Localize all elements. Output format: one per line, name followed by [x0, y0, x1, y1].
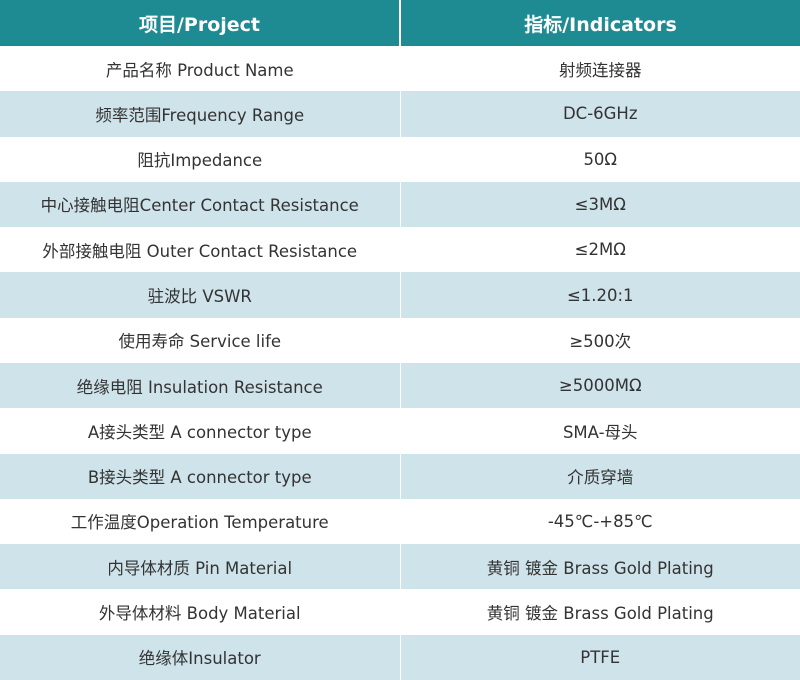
header-row: 项目/Project 指标/Indicators — [0, 0, 800, 46]
table-header: 项目/Project 指标/Indicators — [0, 0, 800, 46]
table-row: 内导体材质 Pin Material 黄铜 镀金 Brass Gold Plat… — [0, 544, 800, 590]
indicator-cell: PTFE — [400, 634, 800, 680]
project-cell: A接头类型 A connector type — [0, 408, 401, 454]
header-indicators: 指标/Indicators — [400, 0, 800, 46]
project-cell: 外导体材料 Body Material — [0, 589, 401, 635]
project-cell: 产品名称 Product Name — [0, 46, 401, 92]
indicator-cell: -45℃-+85℃ — [400, 498, 800, 545]
indicator-cell: 射频连接器 — [400, 46, 800, 92]
table-row: 绝缘体Insulator PTFE — [0, 634, 800, 680]
project-cell: 绝缘体Insulator — [0, 634, 401, 680]
indicator-cell: ≤2MΩ — [400, 227, 800, 273]
project-cell: 使用寿命 Service life — [0, 317, 401, 363]
table-row: 阻抗Impedance 50Ω — [0, 136, 800, 182]
project-cell: 驻波比 VSWR — [0, 272, 401, 318]
table-row: A接头类型 A connector type SMA-母头 — [0, 408, 800, 454]
table-row: 工作温度Operation Temperature -45℃-+85℃ — [0, 498, 800, 545]
header-project: 项目/Project — [0, 0, 401, 46]
table-row: 外部接触电阻 Outer Contact Resistance ≤2MΩ — [0, 227, 800, 273]
indicator-cell: 50Ω — [400, 136, 800, 182]
table-row: 产品名称 Product Name 射频连接器 — [0, 46, 800, 92]
table-row: 绝缘电阻 Insulation Resistance ≥5000MΩ — [0, 362, 800, 409]
indicator-cell: 黄铜 镀金 Brass Gold Plating — [400, 544, 800, 590]
project-cell: 外部接触电阻 Outer Contact Resistance — [0, 227, 401, 273]
table-row: B接头类型 A connector type 介质穿墙 — [0, 453, 800, 499]
project-cell: 中心接触电阻Center Contact Resistance — [0, 181, 401, 228]
indicator-cell: ≤3MΩ — [400, 181, 800, 228]
table-row: 使用寿命 Service life ≥500次 — [0, 317, 800, 363]
project-cell: 阻抗Impedance — [0, 136, 401, 182]
table-body: 产品名称 Product Name 射频连接器 频率范围Frequency Ra… — [0, 46, 800, 680]
indicator-cell: ≤1.20:1 — [400, 272, 800, 318]
table-row: 频率范围Frequency Range DC-6GHz — [0, 91, 800, 137]
indicator-cell: SMA-母头 — [400, 408, 800, 454]
indicator-cell: ≥5000MΩ — [400, 362, 800, 409]
table-row: 驻波比 VSWR ≤1.20:1 — [0, 272, 800, 318]
indicator-cell: ≥500次 — [400, 317, 800, 363]
project-cell: 绝缘电阻 Insulation Resistance — [0, 362, 401, 409]
indicator-cell: 黄铜 镀金 Brass Gold Plating — [400, 589, 800, 635]
table-row: 中心接触电阻Center Contact Resistance ≤3MΩ — [0, 181, 800, 228]
indicator-cell: 介质穿墙 — [400, 453, 800, 499]
project-cell: 工作温度Operation Temperature — [0, 498, 401, 545]
indicator-cell: DC-6GHz — [400, 91, 800, 137]
project-cell: 内导体材质 Pin Material — [0, 544, 401, 590]
table-row: 外导体材料 Body Material 黄铜 镀金 Brass Gold Pla… — [0, 589, 800, 635]
project-cell: B接头类型 A connector type — [0, 453, 401, 499]
project-cell: 频率范围Frequency Range — [0, 91, 401, 137]
